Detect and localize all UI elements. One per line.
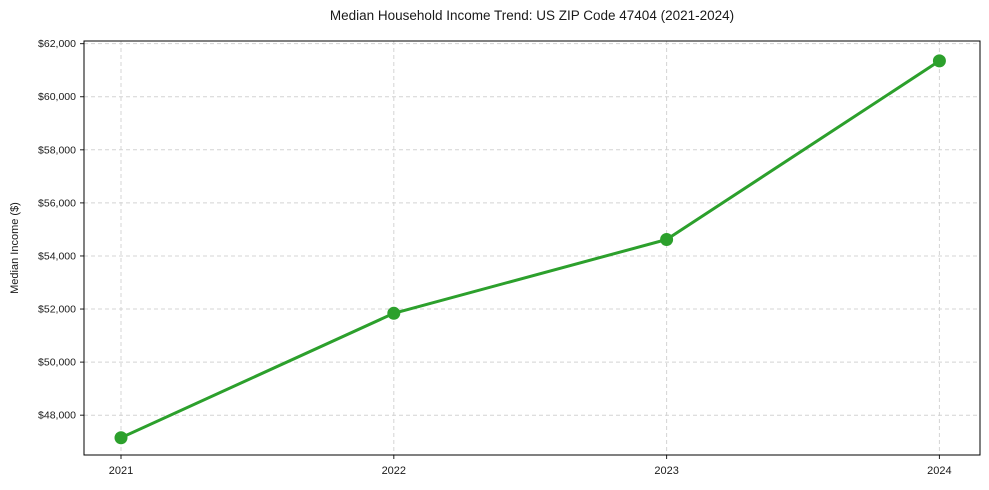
y-tick-label: $60,000 [38, 91, 76, 103]
y-tick-label: $58,000 [38, 144, 76, 156]
data-point-marker [114, 431, 128, 445]
data-point-marker [932, 54, 946, 68]
x-tick-label: 2021 [109, 465, 133, 477]
chart-title: Median Household Income Trend: US ZIP Co… [329, 8, 735, 23]
gridlines [84, 41, 980, 455]
series-line [119, 59, 941, 440]
data-point-marker [387, 306, 401, 320]
axis-ticks [80, 43, 940, 459]
axis-tick-labels: $48,000 $50,000 $52,000 $54,000 $56,000 $58,0… [38, 38, 952, 477]
y-tick-label: $48,000 [38, 410, 76, 422]
plot-border [83, 40, 981, 456]
x-tick-label: 2024 [927, 465, 951, 477]
y-tick-label: $54,000 [38, 250, 76, 262]
y-tick-label: $62,000 [38, 38, 76, 50]
y-tick-label: $50,000 [38, 357, 76, 369]
y-tick-label: $56,000 [38, 197, 76, 209]
x-tick-label: 2023 [654, 465, 678, 477]
x-tick-label: 2022 [382, 465, 406, 477]
data-point-marker [660, 233, 674, 247]
y-tick-label: $52,000 [38, 304, 76, 316]
